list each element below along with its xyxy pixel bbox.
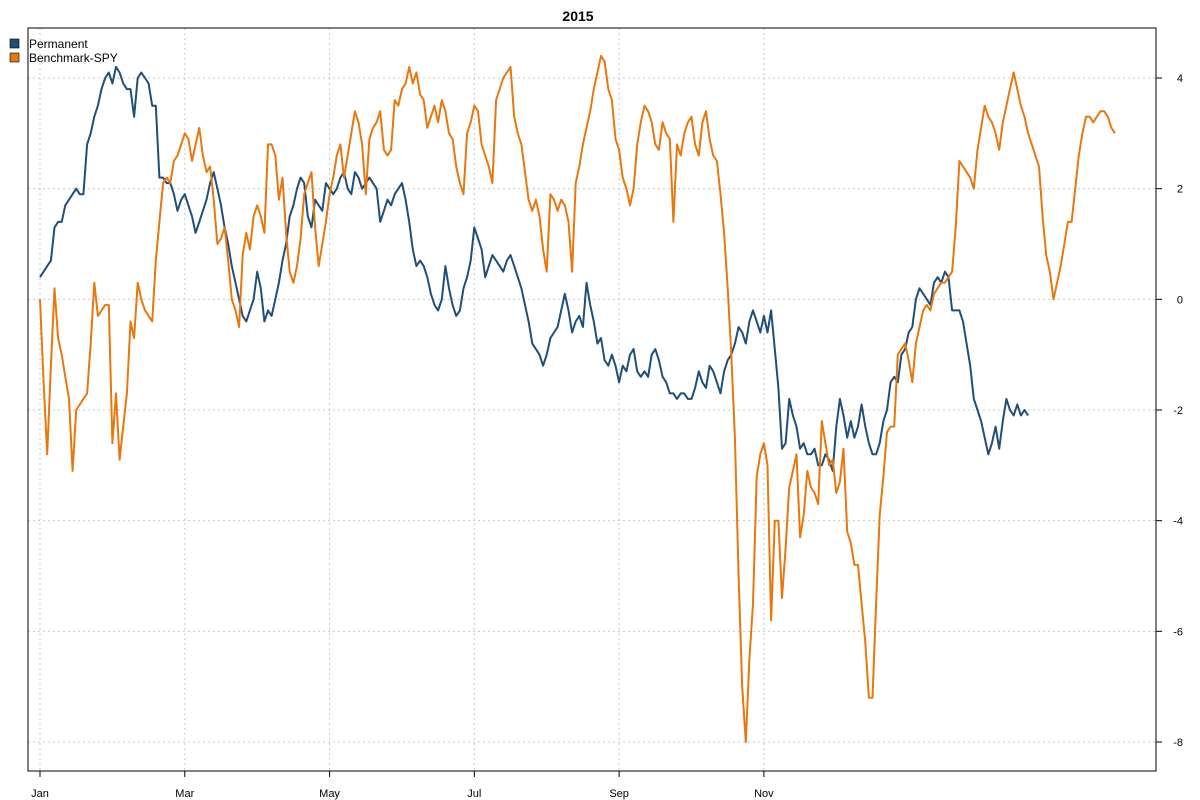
series-layer bbox=[39, 54, 1116, 743]
y-tick-label: -8 bbox=[1173, 737, 1183, 749]
legend-swatch bbox=[9, 38, 20, 49]
x-tick-label: Sep bbox=[609, 788, 629, 800]
y-tick-label: 4 bbox=[1177, 73, 1183, 85]
legend-swatch bbox=[9, 52, 20, 63]
legend-label: Benchmark-SPY bbox=[29, 51, 118, 65]
y-tick-label: -4 bbox=[1173, 516, 1183, 528]
x-tick-label: May bbox=[319, 788, 340, 800]
x-tick-label: Mar bbox=[175, 788, 194, 800]
grid-layer bbox=[28, 28, 1156, 771]
series-line-permanent bbox=[39, 65, 1029, 472]
chart-title: 2015 bbox=[562, 8, 593, 24]
legend-label: Permanent bbox=[29, 37, 88, 51]
plot-frame bbox=[27, 27, 1157, 772]
y-tick-label: 2 bbox=[1177, 184, 1183, 196]
y-tick-label: -6 bbox=[1173, 626, 1183, 638]
x-tick-label: Jul bbox=[467, 788, 481, 800]
x-tick-label: Jan bbox=[31, 788, 49, 800]
series-line-benchmark-spy bbox=[39, 54, 1116, 743]
y-tick-label: -2 bbox=[1173, 405, 1183, 417]
y-tick-label: 0 bbox=[1177, 294, 1183, 306]
x-tick-label: Nov bbox=[754, 788, 774, 800]
y-axis: 4 2 0 -2 -4 -6 -8 bbox=[1156, 73, 1183, 749]
x-axis: Jan Mar May Jul Sep Nov bbox=[31, 771, 774, 800]
